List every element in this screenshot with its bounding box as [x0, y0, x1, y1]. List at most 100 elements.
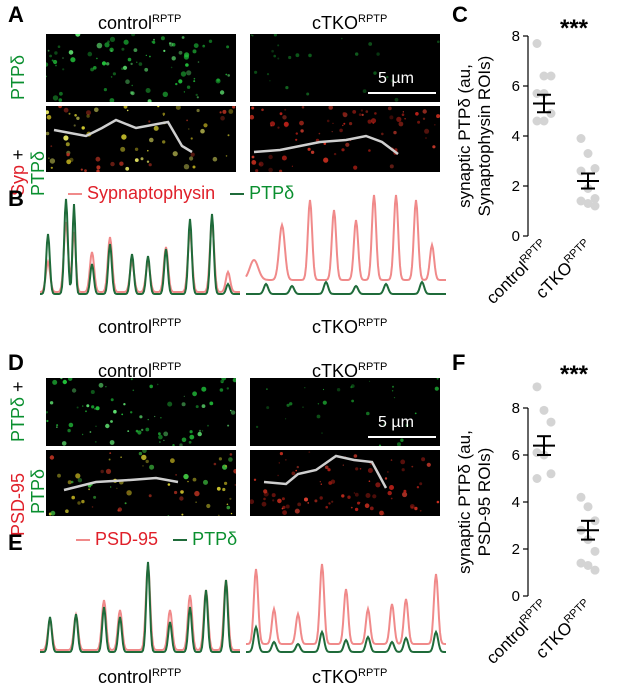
legend-swatch-a	[68, 193, 82, 196]
punctum	[50, 510, 56, 516]
punctum	[400, 459, 406, 465]
row1-label-green: PTPδ	[8, 396, 28, 442]
category-label-sup: RPTP	[562, 597, 591, 626]
punctum	[144, 67, 149, 72]
punctum	[162, 140, 166, 144]
punctum	[147, 149, 149, 152]
row2-label-green-bottom: PTPδ	[28, 468, 48, 514]
y-tick-label: 8	[512, 28, 520, 45]
punctum	[201, 404, 206, 408]
punctum	[93, 495, 97, 499]
punctum	[148, 120, 151, 123]
punctum	[339, 128, 343, 133]
punctum	[222, 109, 227, 114]
punctum	[227, 74, 230, 77]
punctum	[82, 405, 84, 407]
punctum	[107, 40, 110, 43]
xlabel-control-top: controlRPTP	[98, 314, 181, 336]
ctko-title-sup: RPTP	[358, 361, 388, 373]
punctum	[149, 464, 155, 470]
punctum	[138, 451, 143, 456]
punctum	[68, 112, 71, 115]
control-title-sup: RPTP	[152, 13, 182, 25]
punctum	[351, 399, 354, 403]
punctum	[255, 425, 259, 429]
legend-swatch-b	[230, 193, 245, 196]
punctum	[226, 503, 229, 506]
punctum	[76, 406, 79, 409]
data-point	[546, 417, 556, 427]
punctum	[76, 116, 80, 120]
punctum	[352, 110, 357, 114]
punctum	[136, 61, 138, 63]
category-label-sup: RPTP	[518, 237, 547, 266]
punctum	[81, 126, 85, 130]
punctum	[285, 459, 287, 461]
punctum	[53, 59, 58, 65]
punctum	[80, 168, 83, 171]
punctum	[50, 145, 53, 148]
punctum	[355, 52, 359, 56]
punctum	[281, 155, 287, 161]
punctum	[331, 131, 333, 133]
data-point	[590, 565, 600, 575]
data-point	[539, 116, 549, 126]
punctum	[56, 426, 58, 428]
punctum	[208, 39, 213, 43]
punctum	[77, 501, 81, 505]
punctum	[282, 115, 287, 120]
row1-label-bottom: PTPδ +	[8, 381, 28, 442]
punctum	[397, 442, 401, 446]
punctum	[124, 502, 127, 505]
punctum	[229, 497, 232, 500]
punctum	[163, 49, 166, 52]
punctum	[253, 478, 257, 481]
punctum	[153, 38, 155, 41]
punctum	[230, 409, 232, 412]
legend-bottom: PSD-95 PTPδ	[76, 530, 237, 548]
trace-ctko-top	[245, 194, 446, 295]
punctum	[187, 480, 189, 483]
data-point	[590, 164, 600, 173]
punctum	[90, 390, 95, 394]
punctum	[417, 120, 421, 124]
punctum	[373, 71, 377, 75]
punctum	[170, 66, 173, 69]
micrograph-control-merge-bottom	[46, 450, 236, 516]
punctum	[185, 63, 189, 67]
punctum	[110, 486, 112, 488]
punctum	[126, 490, 132, 496]
punctum	[437, 40, 440, 44]
punctum	[133, 48, 138, 52]
punctum	[286, 403, 290, 407]
punctum	[48, 157, 50, 159]
punctum	[389, 485, 394, 490]
punctum	[68, 422, 74, 428]
row1-plus: +	[8, 381, 28, 392]
punctum	[57, 473, 61, 478]
punctum	[154, 415, 156, 418]
punctum	[201, 386, 207, 392]
y-tick-label: 6	[512, 447, 520, 464]
punctum	[415, 112, 419, 116]
punctum	[403, 489, 407, 493]
row2-label-red-bottom: PSD-95	[8, 472, 28, 536]
punctum	[318, 132, 321, 135]
punctum	[345, 142, 350, 147]
punctum	[147, 418, 149, 421]
category-label-main: control	[483, 258, 533, 308]
punctum	[137, 430, 142, 435]
punctum	[400, 438, 404, 442]
punctum	[170, 458, 175, 464]
punctum	[68, 378, 73, 381]
punctum	[175, 106, 181, 110]
category-label-sup: RPTP	[518, 597, 547, 626]
punctum	[192, 391, 198, 397]
roi-line	[253, 134, 399, 155]
legend-swatch-a	[76, 539, 90, 542]
punctum	[289, 402, 293, 406]
punctum	[251, 160, 257, 165]
punctum	[141, 454, 147, 461]
punctum	[226, 45, 230, 49]
punctum	[121, 134, 127, 140]
